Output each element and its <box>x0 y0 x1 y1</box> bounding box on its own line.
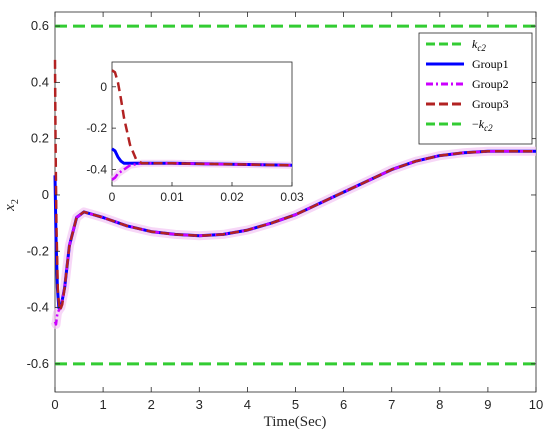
legend-label-text: k <box>472 37 478 51</box>
y-tick-label: -0.4 <box>27 300 49 315</box>
inset-y-tick-label: -0.2 <box>86 121 107 135</box>
legend-label-text: k <box>479 117 485 131</box>
y-tick-label: 0.4 <box>31 74 49 89</box>
y-axis-label-subscript: 2 <box>10 199 21 204</box>
inset-series-line-group2 <box>111 162 293 181</box>
legend-label-prefix: − <box>472 117 479 131</box>
inset-x-tick-label: 0.02 <box>220 190 244 204</box>
inset-x-axis: 0 0.01 0.02 0.03 <box>109 182 304 204</box>
svg-text:x2: x2 <box>2 199 21 212</box>
inset-y-tick-label: 0 <box>100 80 107 94</box>
legend-label-subscript: c2 <box>477 43 486 53</box>
x-tick-label: 4 <box>244 397 251 412</box>
legend-label-subscript: c2 <box>484 123 493 133</box>
x-tick-label: 5 <box>292 397 299 412</box>
y-axis: 0.6 0.4 0.2 0 -0.2 -0.4 -0.6 <box>27 18 536 371</box>
y-tick-label: 0 <box>42 187 49 202</box>
legend-label: Group3 <box>472 97 509 111</box>
legend-label: −kc2 <box>472 117 493 133</box>
x-tick-label: 6 <box>340 397 347 412</box>
legend-label-text: Group2 <box>472 77 509 91</box>
y-tick-label: 0.6 <box>31 18 49 33</box>
y-axis-label: x <box>2 204 18 212</box>
legend-label-text: Group3 <box>472 97 509 111</box>
legend-label: Group1 <box>472 57 509 71</box>
x-tick-label: 2 <box>148 397 155 412</box>
inset-y-axis: 0 -0.2 -0.4 <box>86 80 116 176</box>
x-tick-label: 7 <box>388 397 395 412</box>
series-group <box>50 24 536 366</box>
x-tick-label: 9 <box>484 397 491 412</box>
y-tick-label: -0.2 <box>27 243 49 258</box>
x-tick-label: 3 <box>196 397 203 412</box>
x-tick-label: 10 <box>529 397 543 412</box>
series-line-group3 <box>53 59 536 312</box>
y-tick-label: -0.6 <box>27 356 49 371</box>
legend-label: Group2 <box>472 77 509 91</box>
x-axis-label: Time(Sec) <box>264 414 327 430</box>
y-axis-label-group: x2 <box>2 199 21 212</box>
x-tick-label: 0 <box>51 397 58 412</box>
x-tick-label: 8 <box>436 397 443 412</box>
legend-label-text: Group1 <box>472 57 509 71</box>
inset-y-tick-label: -0.4 <box>86 162 107 176</box>
inset-x-tick-label: 0 <box>109 190 116 204</box>
y-tick-label: 0.2 <box>31 131 49 146</box>
x-tick-label: 1 <box>99 397 106 412</box>
legend-label: kc2 <box>472 37 486 53</box>
inset-series-group <box>109 69 293 183</box>
inset-x-tick-label: 0.03 <box>280 190 304 204</box>
inset-x-tick-label: 0.01 <box>160 190 184 204</box>
inset-series-line-group3 <box>111 69 293 167</box>
x-axis: 0 1 2 3 4 5 6 7 8 9 10 <box>51 12 543 412</box>
legend-box <box>418 32 533 145</box>
